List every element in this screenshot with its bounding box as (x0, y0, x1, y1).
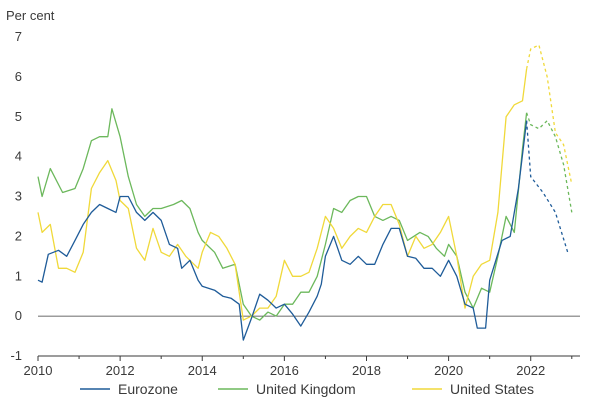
y-tick-label: 0 (15, 308, 22, 323)
x-tick-labels: 2010 2012 2014 2016 2018 2020 2022 (24, 363, 546, 378)
x-tick-label: 2020 (434, 363, 463, 378)
legend-label: United Kingdom (256, 381, 356, 397)
x-tick-label: 2010 (24, 363, 53, 378)
y-tick-label: 6 (15, 69, 22, 84)
y-tick-label: 2 (15, 228, 22, 243)
series-layer (37, 44, 573, 341)
y-tick-label: -1 (10, 348, 22, 363)
x-tick-marks (37, 356, 573, 361)
y-axis-label: Per cent (6, 8, 55, 23)
y-tick-label: 3 (15, 189, 22, 204)
x-tick-label: 2018 (352, 363, 381, 378)
legend-label: Eurozone (118, 381, 178, 397)
x-tick-label: 2012 (106, 363, 135, 378)
series-line-united-kingdom (37, 108, 528, 321)
y-tick-labels: -1 0 1 2 3 4 5 6 7 (10, 29, 22, 363)
forecast-line-united-kingdom (525, 112, 573, 213)
y-tick-label: 1 (15, 268, 22, 283)
forecast-line-united-states (525, 44, 573, 185)
forecast-line-eurozone (525, 120, 569, 253)
legend: Eurozone United Kingdom United States (80, 381, 534, 397)
series-line-united-states (37, 68, 528, 321)
series-line-eurozone (37, 120, 528, 341)
x-tick-label: 2014 (188, 363, 217, 378)
y-tick-label: 4 (15, 149, 22, 164)
x-tick-label: 2022 (516, 363, 545, 378)
y-tick-label: 7 (15, 29, 22, 44)
legend-label: United States (450, 381, 534, 397)
y-tick-label: 5 (15, 109, 22, 124)
x-tick-label: 2016 (270, 363, 299, 378)
